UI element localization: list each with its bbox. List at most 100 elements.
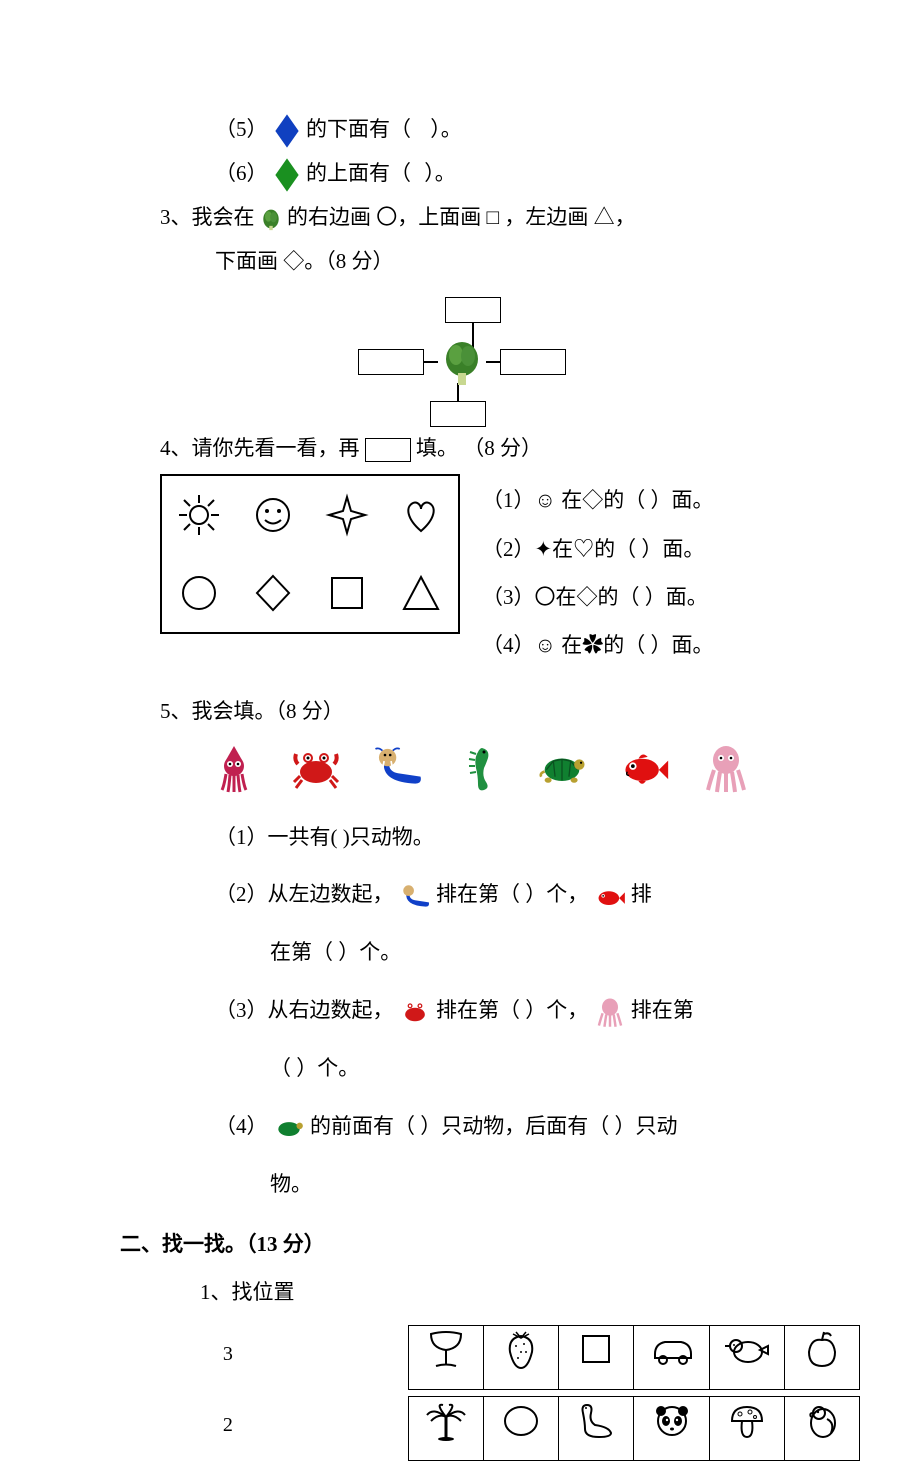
mushroom-icon — [722, 1399, 772, 1443]
octopus-small-icon — [594, 996, 626, 1028]
connector-left — [424, 361, 438, 363]
heart-icon — [399, 493, 443, 537]
octopus-icon — [700, 742, 752, 794]
q5-text: 的下面有（ — [306, 117, 411, 141]
bird-icon — [722, 1328, 772, 1372]
apple-icon — [797, 1328, 847, 1372]
q3-prefix: 3、我会在 — [160, 205, 255, 229]
animals-row — [208, 742, 860, 794]
row-label-2: 2 — [215, 1406, 233, 1444]
q4-row: （1）☺ 在◇的（ ）面。 （2）✦在♡的（ ）面。 （3）〇在◇的（ ）面。 … — [160, 474, 860, 669]
q5-close: ）。 — [430, 117, 462, 141]
section2-sub1-text: 1、找位置 — [200, 1280, 295, 1304]
section2-heading-text: 二、找一找。（13 分） — [120, 1232, 325, 1256]
rect-bottom — [430, 401, 486, 427]
fish-icon — [618, 742, 670, 794]
q4-item-2: （2）✦在♡的（ ）面。 — [482, 525, 713, 573]
q5-i3b: 排在第（ ）个， — [436, 998, 588, 1022]
parrot-icon — [797, 1399, 847, 1443]
seahorse-icon — [454, 742, 506, 794]
cell-parrot — [784, 1396, 859, 1460]
cell-strawberry — [484, 1325, 559, 1389]
grid-table-row2 — [408, 1396, 860, 1461]
walrus-small-icon — [399, 881, 431, 913]
section2-sub1: 1、找位置 — [60, 1273, 860, 1313]
q5-title: 5、我会填。（8 分） — [160, 699, 344, 723]
question-4-title: 4、请你先看一看，再 填。 （8 分） — [60, 429, 860, 469]
shape-box — [160, 474, 460, 634]
triangle-icon — [399, 571, 443, 615]
row-label-3: 3 — [215, 1335, 233, 1373]
crab-icon — [290, 742, 342, 794]
walrus-icon — [372, 742, 424, 794]
cell-mushroom — [709, 1396, 784, 1460]
q5-item-2-cont: 在第（ ）个。 — [60, 933, 860, 973]
q5-item-3: （3）从右边数起， 排在第（ ）个， 排在第 — [60, 991, 860, 1031]
q5-i3d: （ ）个。 — [270, 1056, 359, 1080]
green-diamond-icon — [275, 158, 298, 191]
cell-circle — [484, 1396, 559, 1460]
question-5-title: 5、我会填。（8 分） — [60, 692, 860, 732]
blank — [411, 161, 424, 185]
goblet-icon — [421, 1328, 471, 1372]
q4-item-4: （4）☺ 在✿的（ ）面。 — [482, 621, 713, 669]
q5-item-1: （1）一共有( )只动物。 — [60, 818, 860, 858]
q5-i4a: （4） — [215, 1114, 268, 1138]
crab-small-icon — [399, 996, 431, 1028]
diamond-outline-icon — [251, 571, 295, 615]
blank — [411, 117, 430, 141]
q5-i4c: 物。 — [270, 1172, 312, 1196]
strawberry-icon — [496, 1328, 546, 1372]
circle-outline-icon — [496, 1399, 546, 1443]
q5-i4b: 的前面有（ ）只动物，后面有（ ）只动 — [310, 1114, 678, 1138]
q5-item-3-cont: （ ）个。 — [60, 1049, 860, 1089]
squid-icon — [208, 742, 260, 794]
q5-i2a: （2）从左边数起， — [215, 882, 394, 906]
q5-i2c: 排 — [631, 882, 652, 906]
vegetable-icon — [260, 207, 282, 231]
q3-line2: 下面画 ◇。（8 分） — [215, 249, 394, 273]
q6-text: 的上面有（ — [306, 161, 411, 185]
panda-icon — [647, 1399, 697, 1443]
cell-swan — [559, 1396, 634, 1460]
q4-questions: （1）☺ 在◇的（ ）面。 （2）✦在♡的（ ）面。 （3）〇在◇的（ ）面。 … — [482, 474, 713, 669]
sun-icon — [177, 493, 221, 537]
q3-mid: 的右边画 〇，上面画 □ ，左边画 △， — [287, 205, 636, 229]
cell-palm — [408, 1396, 483, 1460]
smiley-icon — [251, 493, 295, 537]
cell-apple — [784, 1325, 859, 1389]
q4-item-1: （1）☺ 在◇的（ ）面。 — [482, 476, 713, 524]
cell-bird — [709, 1325, 784, 1389]
q5-num: （5） — [215, 117, 268, 141]
question-3-line2: 下面画 ◇。（8 分） — [60, 242, 860, 282]
circle-icon — [177, 571, 221, 615]
square-icon — [325, 571, 369, 615]
vegetable-center-icon — [442, 339, 482, 387]
q5-i2d: 在第（ ）个。 — [270, 940, 401, 964]
grid-table-row3 — [408, 1325, 860, 1390]
rect-right — [500, 349, 566, 375]
q5-i2b: 排在第（ ）个， — [436, 882, 594, 906]
q4-title: 4、请你先看一看，再 — [160, 436, 360, 460]
turtle-icon — [536, 742, 588, 794]
palm-tree-icon — [421, 1399, 471, 1443]
cell-car — [634, 1325, 709, 1389]
question-6-line: （6） 的上面有（ ）。 — [60, 154, 860, 194]
q5-i1-text: （1）一共有( )只动物。 — [215, 825, 434, 849]
rect-top — [445, 297, 501, 323]
fish-small-icon — [594, 881, 626, 913]
grid-row-3-wrap: 3 — [215, 1319, 860, 1390]
q6-close: ）。 — [424, 161, 456, 185]
cell-square — [559, 1325, 634, 1389]
q5-i3a: （3）从右边数起， — [215, 998, 394, 1022]
car-icon — [647, 1328, 697, 1372]
q4-title2: 填。 （8 分） — [416, 436, 542, 460]
q5-item-4: （4） 的前面有（ ）只动物，后面有（ ）只动 — [60, 1107, 860, 1147]
q3-diagram — [330, 297, 590, 427]
question-5-line: （5） 的下面有（ ）。 — [60, 110, 860, 150]
q5-item-4-cont: 物。 — [60, 1165, 860, 1205]
inline-rect-icon — [365, 438, 411, 462]
four-star-icon — [325, 493, 369, 537]
q4-item-3: （3）〇在◇的（ ）面。 — [482, 573, 713, 621]
square-outline-icon — [571, 1328, 621, 1372]
